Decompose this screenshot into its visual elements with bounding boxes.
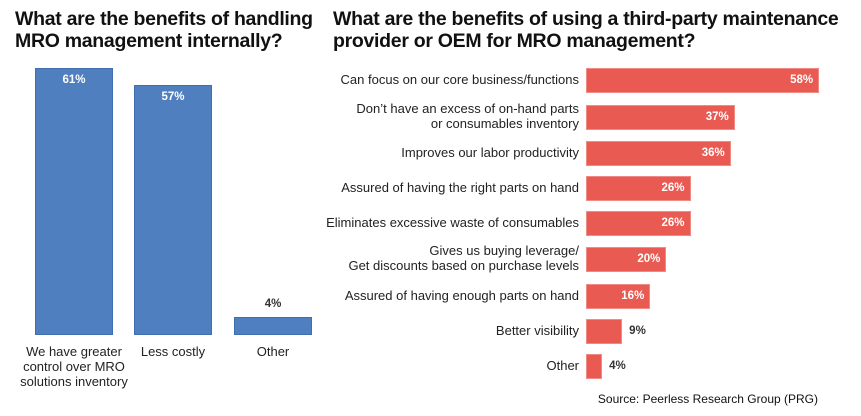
bar — [586, 318, 623, 344]
bar — [586, 246, 667, 272]
category-label: Other — [256, 344, 290, 359]
data-label: 20% — [637, 252, 661, 265]
category-label: Don’t have an excess of on-hand parts or… — [356, 101, 579, 131]
left-chart-title: What are the benefits of handling MRO ma… — [15, 8, 313, 52]
bar — [586, 210, 691, 236]
data-label: 36% — [701, 146, 725, 159]
category-label: Assured of having the right parts on han… — [341, 179, 579, 195]
data-label: 26% — [661, 216, 685, 229]
bar — [586, 104, 735, 130]
bar — [586, 67, 820, 93]
data-label: 58% — [790, 73, 814, 86]
category-label: Better visibility — [495, 322, 579, 338]
bar — [586, 140, 731, 166]
data-label: 9% — [629, 324, 646, 337]
data-label: 37% — [705, 110, 729, 123]
bar — [134, 85, 212, 335]
bar — [234, 317, 312, 335]
category-label: Can focus on our core business/functions — [340, 71, 579, 87]
category-label: Improves our labor productivity — [401, 144, 579, 160]
source-note: Source: Peerless Research Group (PRG) — [597, 392, 818, 406]
data-label: 4% — [609, 359, 626, 372]
data-label: 16% — [621, 289, 645, 302]
bar — [586, 353, 603, 379]
data-label: 61% — [62, 73, 86, 86]
data-label: 26% — [661, 181, 685, 194]
category-label: We have greater control over MRO solutio… — [20, 344, 128, 389]
category-label: Assured of having enough parts on hand — [344, 287, 579, 303]
category-label: Other — [546, 357, 579, 373]
bar — [586, 175, 691, 201]
right-chart-title: What are the benefits of using a third-p… — [333, 8, 839, 52]
data-label: 4% — [264, 298, 282, 311]
category-label: Gives us buying leverage/ Get discounts … — [348, 243, 579, 273]
category-label: Eliminates excessive waste of consumable… — [326, 214, 579, 230]
bar — [586, 283, 651, 309]
category-label: Less costly — [140, 344, 206, 359]
data-label: 57% — [161, 91, 185, 104]
bar — [35, 67, 113, 335]
